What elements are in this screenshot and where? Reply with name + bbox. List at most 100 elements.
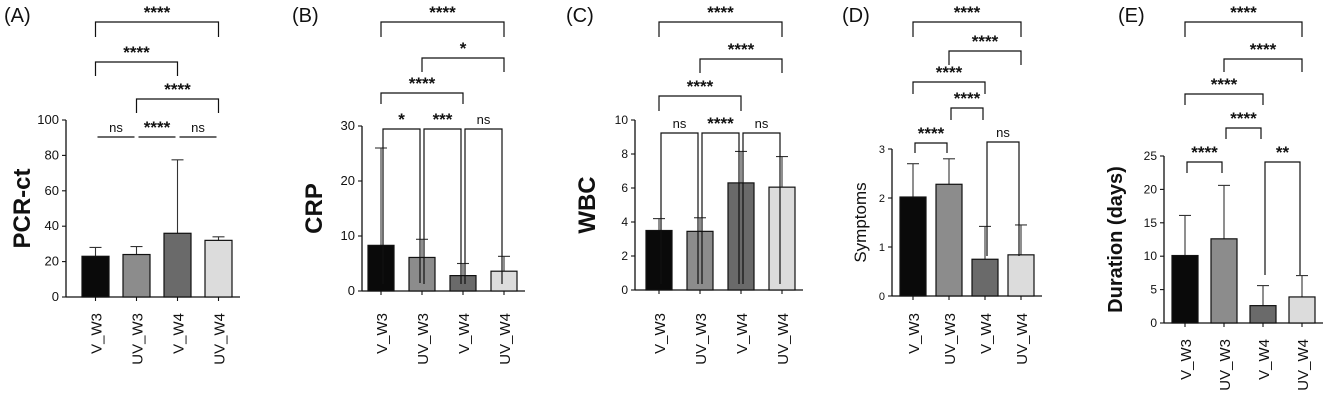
y-tick-label: 10 [615, 113, 629, 127]
y-tick-label: 0 [52, 289, 59, 304]
y-tick-label: 20 [1144, 182, 1158, 196]
significance-label: **** [123, 43, 150, 62]
significance-label: **** [707, 3, 734, 22]
bar-uv-w3 [122, 253, 151, 298]
x-tick-label: UV_W3 [1217, 339, 1234, 391]
significance-bracket [464, 128, 503, 284]
bar-uv-w4 [204, 239, 233, 298]
significance-label: **** [1250, 40, 1277, 59]
bar-v-w3 [1171, 254, 1199, 324]
significance-label: **** [1191, 143, 1218, 162]
y-tick-label: 0 [348, 283, 355, 298]
significance-label: * [398, 110, 405, 129]
significance-label: **** [1211, 75, 1238, 94]
x-tick-label: V_W4 [734, 313, 751, 354]
significance-bracket [423, 128, 462, 284]
significance-bracket [950, 107, 984, 120]
y-tick-label: 6 [621, 181, 628, 195]
x-tick-label: V_W4 [978, 313, 995, 354]
significance-bracket [1264, 161, 1301, 275]
significance-label: ns [673, 116, 687, 131]
y-tick-label: 25 [1144, 149, 1158, 163]
significance-bracket [742, 132, 781, 284]
y-tick-label: 0 [621, 283, 628, 297]
y-axis-title: CRP [301, 183, 328, 234]
significance-bracket [1184, 93, 1264, 105]
significance-label: ns [755, 116, 769, 131]
x-tick-label: UV_W4 [775, 313, 792, 365]
y-tick-label: 100 [37, 112, 59, 127]
significance-label: **** [954, 3, 981, 22]
significance-bracket [421, 57, 505, 72]
significance-label: **** [429, 3, 456, 22]
x-tick-label: UV_W3 [415, 313, 432, 365]
significance-bracket [912, 21, 1022, 37]
significance-label: ns [477, 112, 491, 127]
panel-c: (C) WBC 0 2 4 6 8 10 V_W3 UV_W3 V_W4 UV_W4 ns **** ns *… [566, 3, 803, 365]
y-tick-label: 60 [45, 183, 59, 198]
y-axis-title: Symptoms [851, 182, 870, 262]
significance-label: **** [687, 77, 714, 96]
significance-label: ns [996, 125, 1010, 140]
x-tick-label: V_W4 [456, 313, 473, 354]
x-tick-label: UV_W3 [130, 313, 147, 365]
significance-label: * [460, 39, 467, 58]
bar-uv-w3 [408, 256, 436, 292]
bar-v-w4 [449, 275, 477, 292]
y-tick-label: 5 [1150, 283, 1157, 297]
bar-uv-w4 [1288, 296, 1316, 324]
significance-bracket [1223, 58, 1303, 72]
significance-label: **** [144, 3, 171, 22]
panel-label: (D) [842, 5, 870, 27]
y-tick-label: 20 [341, 173, 355, 188]
x-tick-label: UV_W3 [693, 313, 710, 365]
bar-v-w4 [727, 182, 755, 291]
x-tick-label: V_W3 [652, 313, 669, 354]
x-tick-label: UV_W4 [212, 313, 229, 365]
x-tick-label: V_W3 [89, 313, 106, 354]
x-tick-label: V_W3 [1178, 339, 1195, 380]
panel-e: (E) Duration (days) 0 5 10 15 20 25 V_W3 UV_W3 V_W… [1105, 3, 1323, 391]
y-tick-label: 4 [621, 215, 628, 229]
significance-bracket [699, 58, 783, 73]
panel-label: (B) [292, 5, 319, 27]
bar-v-w3 [81, 255, 110, 298]
y-tick-label: 2 [879, 193, 885, 205]
x-tick-label: V_W4 [171, 313, 188, 354]
x-tick-label: V_W3 [906, 313, 923, 354]
bar-v-w4 [1249, 305, 1277, 324]
bar-uv-w4 [490, 270, 518, 292]
bar-uv-w3 [935, 183, 963, 297]
significance-label: ns [109, 120, 123, 135]
significance-bracket [701, 132, 740, 284]
significance-bracket [912, 81, 986, 94]
y-tick-label: 8 [621, 147, 628, 161]
significance-bracket [1184, 21, 1303, 37]
y-tick-label: 15 [1144, 216, 1158, 230]
significance-label: **** [936, 63, 963, 82]
y-tick-label: 0 [879, 291, 885, 303]
bar-uv-w4 [768, 186, 796, 291]
significance-bracket [658, 95, 742, 111]
significance-bracket [380, 21, 505, 37]
significance-label: **** [164, 80, 191, 99]
significance-label: **** [144, 118, 171, 137]
significance-bracket [382, 128, 421, 284]
x-tick-label: UV_W4 [1295, 339, 1312, 391]
y-axis-title: Duration (days) [1105, 166, 1127, 313]
bar-v-w3 [645, 229, 673, 291]
x-tick-label: UV_W3 [942, 313, 959, 365]
significance-label: **** [409, 74, 436, 93]
significance-label: *** [433, 110, 453, 129]
significance-label: ** [1276, 143, 1290, 162]
significance-bracket [1225, 127, 1262, 139]
panel-label: (A) [4, 5, 31, 27]
panel-label: (C) [566, 5, 594, 27]
significance-bracket [658, 21, 783, 37]
panel-a: (A) PCR-ct 0 20 40 60 80 100 V_W3 UV_W3 V_W4 UV_W4 n… [4, 3, 240, 365]
significance-bracket [135, 98, 220, 113]
bar-v-w4 [971, 258, 999, 297]
significance-bracket [94, 61, 179, 76]
y-tick-label: 0 [1150, 316, 1157, 330]
